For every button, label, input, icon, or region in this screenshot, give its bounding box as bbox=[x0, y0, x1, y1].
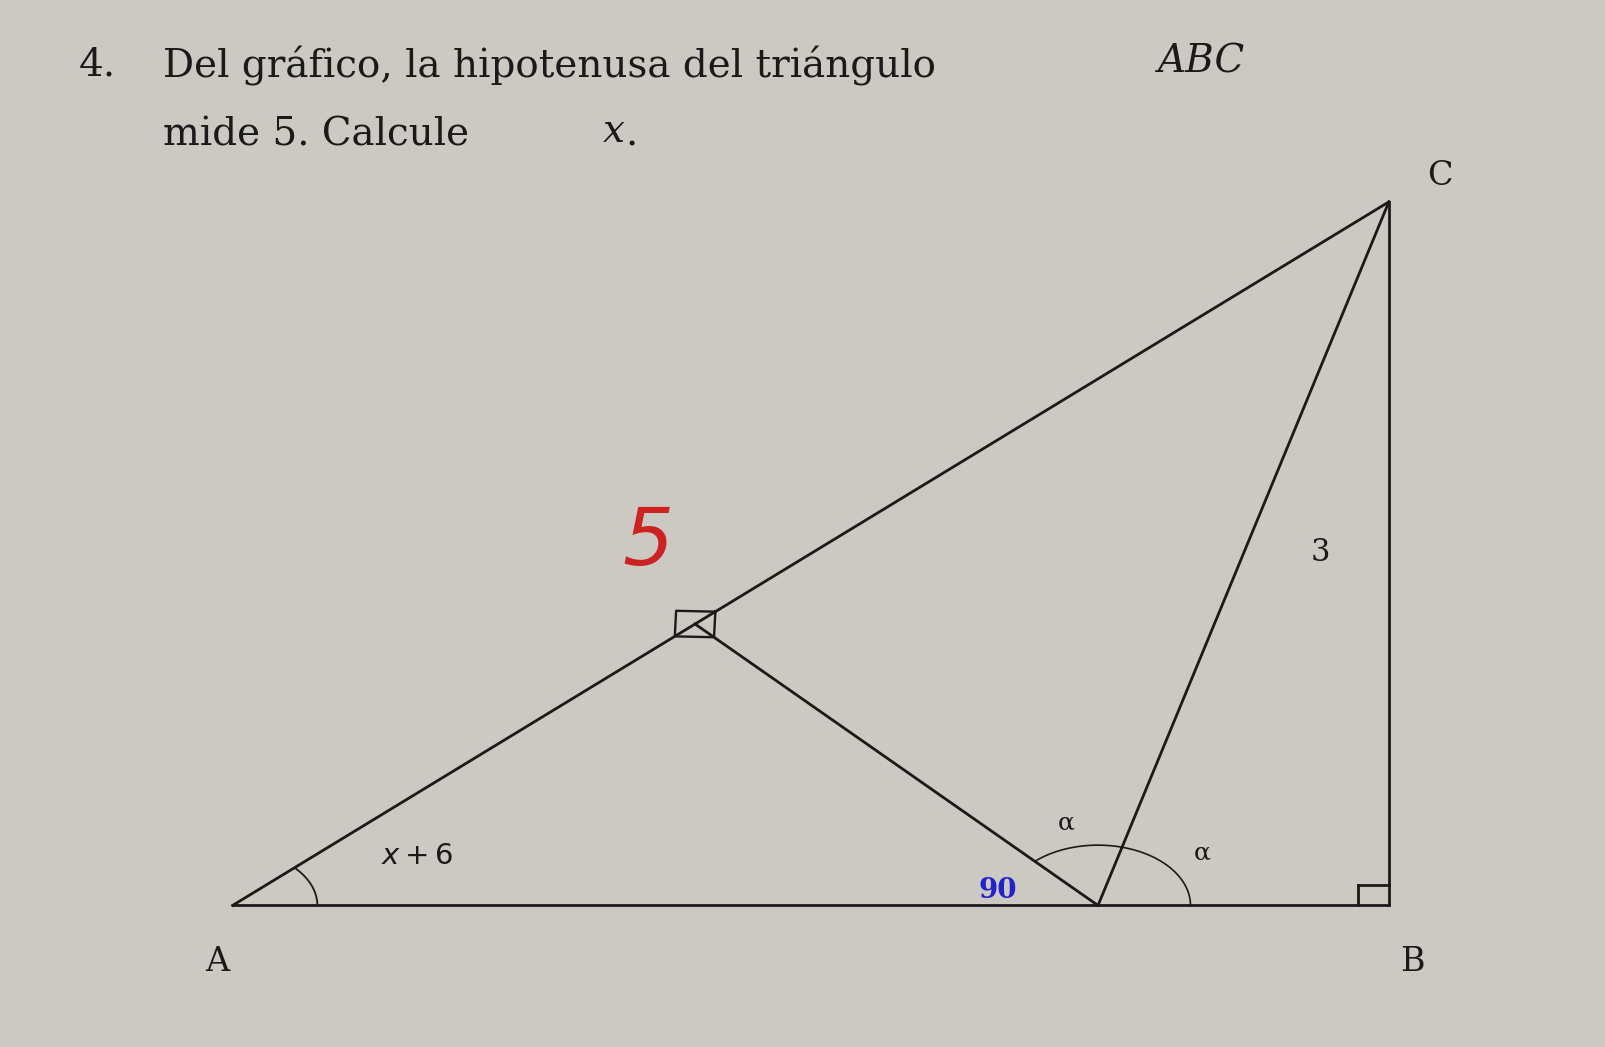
Text: x: x bbox=[602, 113, 624, 151]
Text: ABC: ABC bbox=[1157, 43, 1244, 80]
Text: B: B bbox=[1400, 945, 1424, 978]
Text: α: α bbox=[1193, 842, 1210, 865]
Text: 3: 3 bbox=[1310, 537, 1329, 569]
Text: A: A bbox=[205, 945, 230, 978]
Text: α: α bbox=[1058, 811, 1074, 834]
Text: C: C bbox=[1427, 160, 1453, 192]
Text: $x+6$: $x+6$ bbox=[380, 842, 454, 870]
Text: 90: 90 bbox=[977, 877, 1016, 904]
Text: 4.: 4. bbox=[79, 46, 116, 83]
Text: Del gráfico, la hipotenusa del triángulo: Del gráfico, la hipotenusa del triángulo bbox=[164, 46, 949, 86]
Text: 5: 5 bbox=[621, 504, 672, 582]
Text: .: . bbox=[626, 116, 637, 154]
Text: mide 5. Calcule: mide 5. Calcule bbox=[164, 116, 482, 154]
